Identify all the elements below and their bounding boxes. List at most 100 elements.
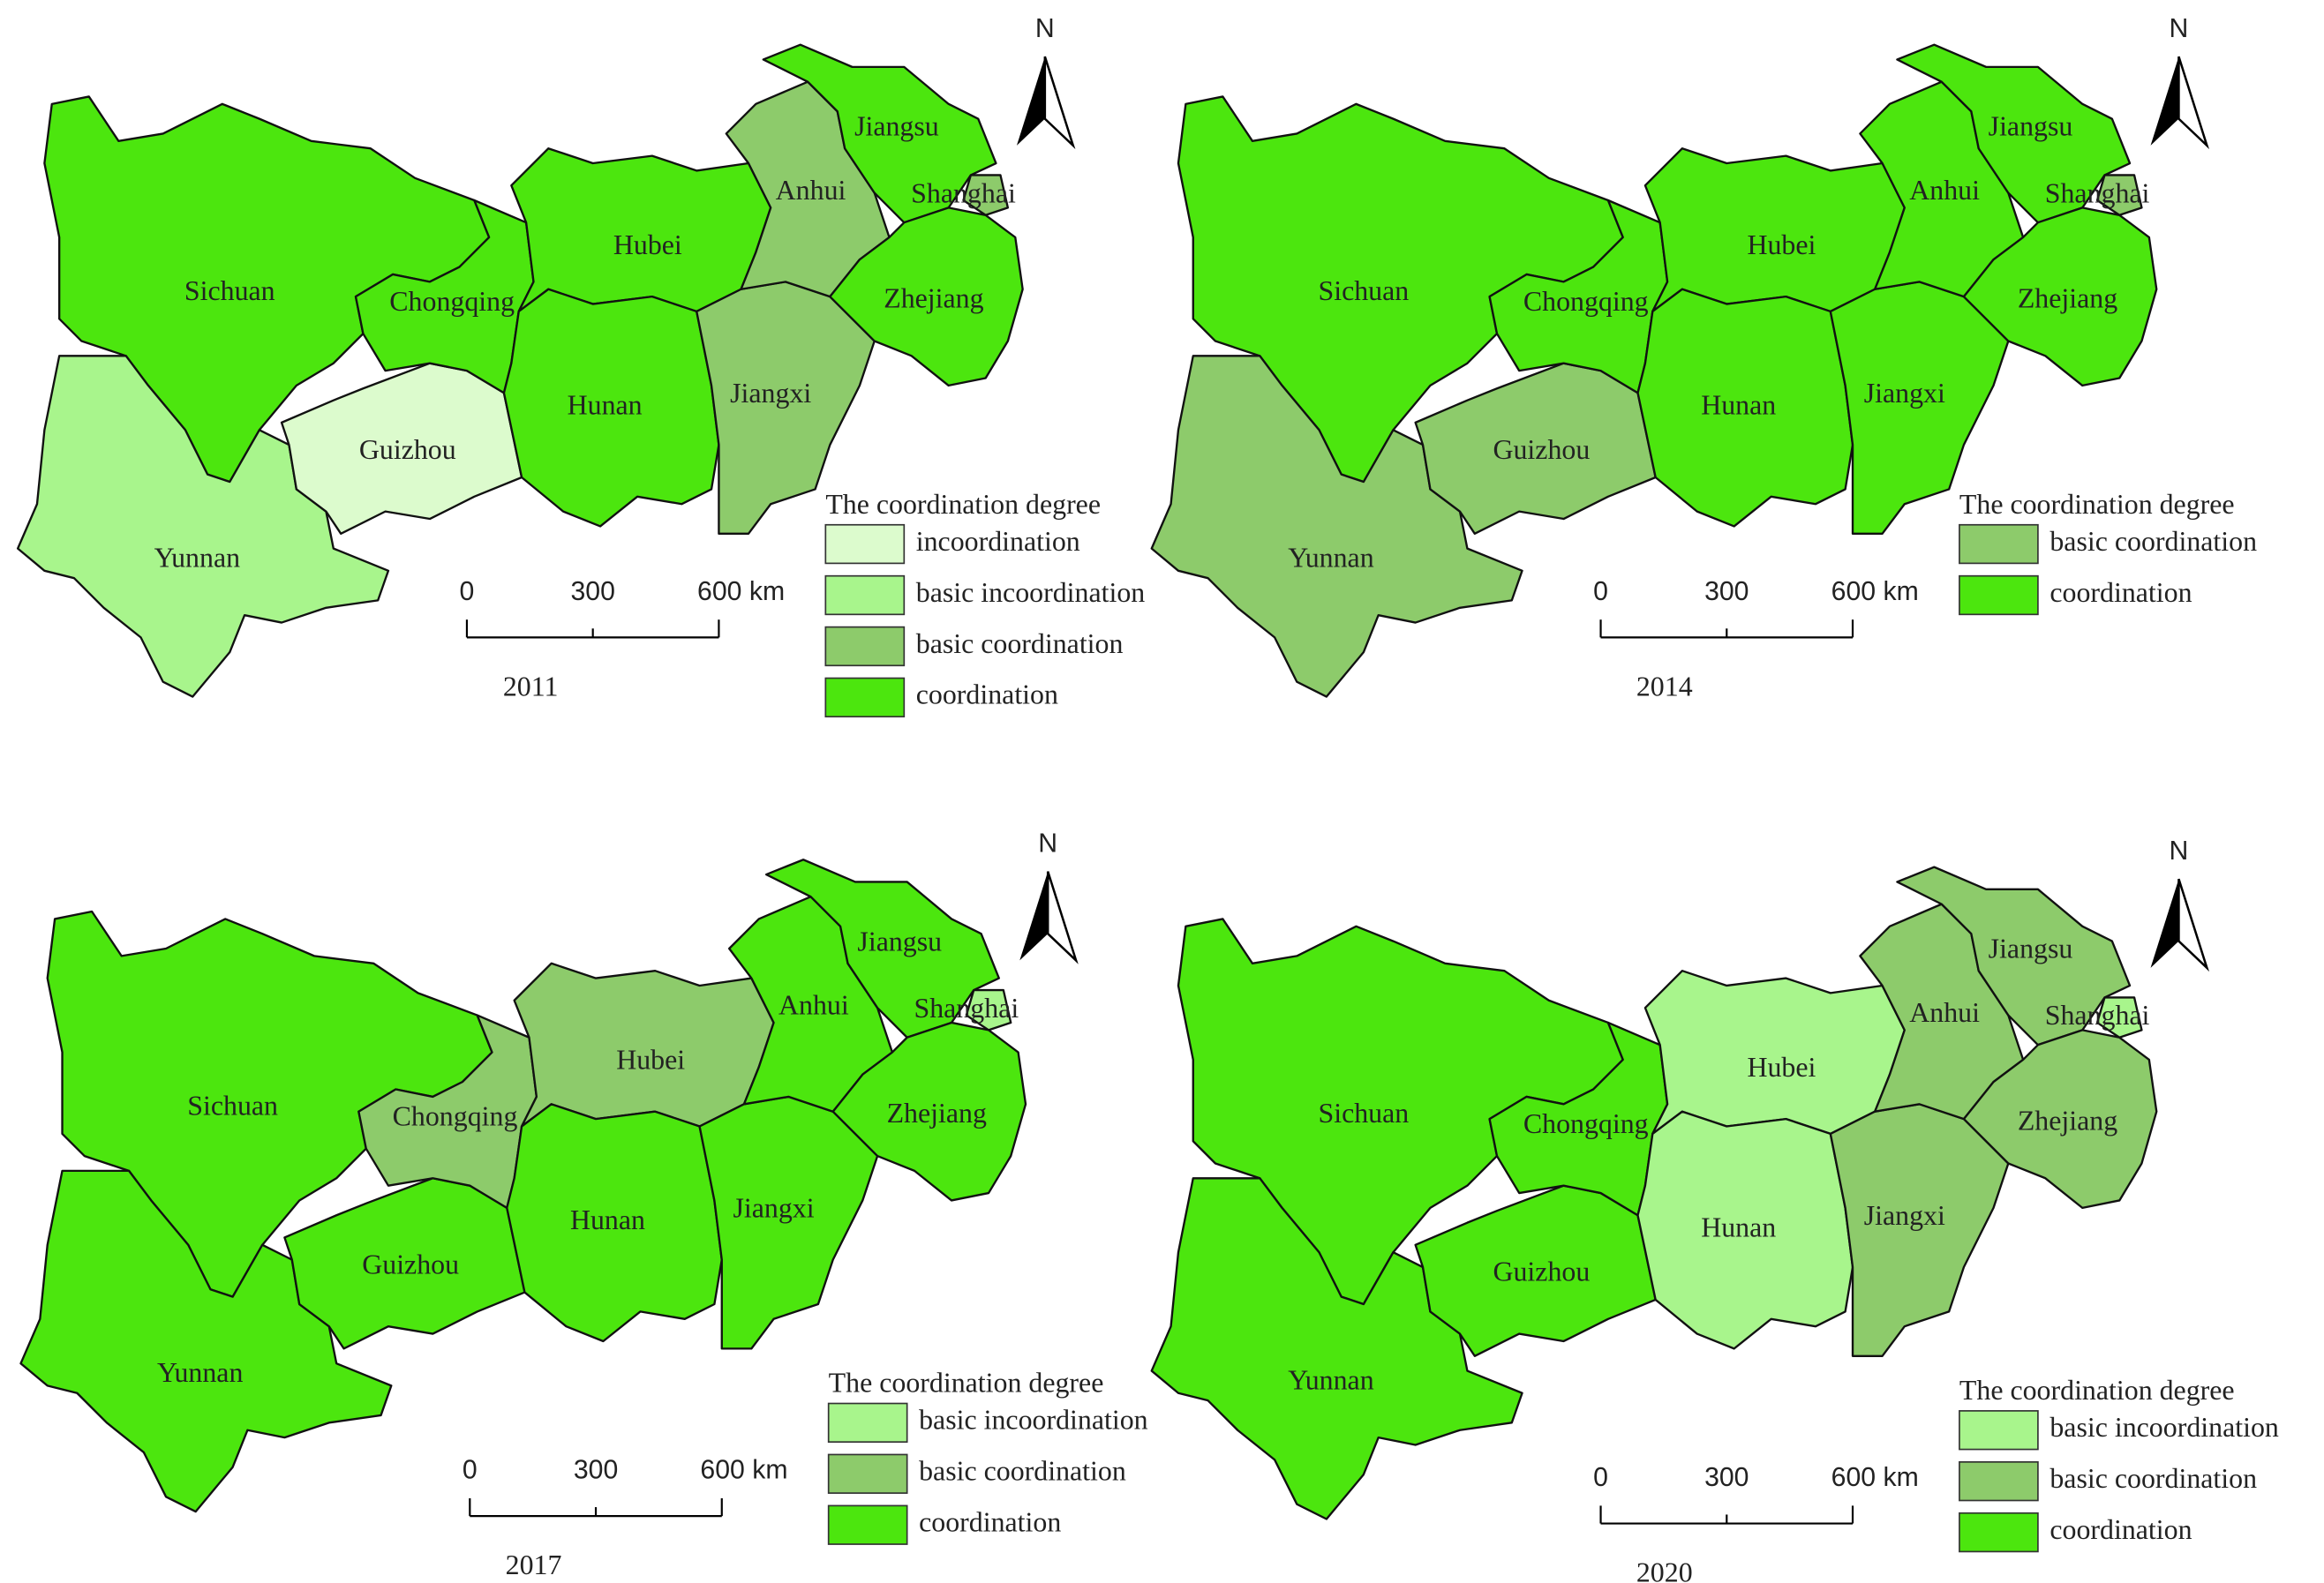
legend-swatch — [827, 1504, 908, 1545]
province-label: Zhejiang — [2018, 1105, 2117, 1136]
province-label: Shanghai — [914, 993, 1019, 1024]
province — [962, 174, 1010, 216]
legend-label: basic coordination — [2049, 1463, 2257, 1494]
north-arrow-left — [1016, 56, 1045, 146]
province — [1150, 1177, 1523, 1520]
province-label: Shanghai — [911, 177, 1016, 208]
province-label: Shanghai — [2045, 1000, 2150, 1031]
scale-label: 600 km — [700, 1456, 787, 1485]
legend-label: basic incoordination — [2049, 1412, 2279, 1443]
province-label: Hunan — [1701, 1212, 1776, 1242]
north-arrow-right — [2177, 878, 2210, 972]
legend-swatch — [1959, 574, 2039, 616]
province-label: Zhejiang — [887, 1098, 987, 1129]
province-label: Yunnan — [1288, 542, 1373, 573]
legend-label: basic coordination — [919, 1456, 1126, 1487]
legend-label: basic coordination — [2049, 526, 2257, 557]
province-label: Zhejiang — [884, 283, 983, 314]
province — [1962, 1029, 2158, 1210]
province-label: Sichuan — [1318, 1098, 1409, 1129]
province-label: Guizhou — [1493, 1257, 1590, 1287]
legend-swatch — [824, 574, 906, 616]
legend-label: incoordination — [916, 526, 1080, 557]
year-label: 2011 — [503, 671, 559, 701]
scale-label: 300 — [570, 577, 614, 606]
province — [831, 1021, 1027, 1202]
province-label: Jiangsu — [1989, 111, 2073, 142]
province — [829, 206, 1024, 387]
province-label: Chongqing — [393, 1100, 518, 1131]
map-panel: Sichuan Yunnan Guizhou Chongqing Hubei Hunan J… — [19, 829, 1148, 1580]
scale-label: 300 — [1704, 1463, 1749, 1492]
province — [506, 1103, 723, 1343]
north-label: N — [2170, 837, 2189, 866]
legend-swatch — [824, 677, 906, 718]
province — [2095, 174, 2143, 216]
province — [19, 1169, 393, 1513]
province-label: Jiangsu — [854, 111, 939, 142]
scale-label: 0 — [1593, 1463, 1608, 1492]
province-label: Yunnan — [1288, 1364, 1373, 1395]
north-arrow-left — [2150, 56, 2179, 146]
legend-label: basic incoordination — [916, 577, 1146, 608]
map-panel: Sichuan Yunnan Guizhou Chongqing Hubei Hunan J… — [16, 14, 1146, 718]
province-label: Hunan — [1701, 389, 1776, 420]
province-label: Guizhou — [1493, 434, 1590, 465]
province-label: Anhui — [776, 175, 846, 206]
legend-swatch — [1959, 523, 2039, 565]
legend-swatch — [824, 626, 906, 667]
province — [1962, 206, 2158, 387]
year-label: 2020 — [1636, 1557, 1693, 1583]
north-arrow-left — [1019, 871, 1049, 961]
province-label: Hunan — [568, 389, 643, 420]
legend-label: coordination — [916, 679, 1058, 710]
province-label: Chongqing — [1523, 1108, 1649, 1139]
province-label: Hunan — [570, 1204, 645, 1235]
province — [2095, 996, 2143, 1039]
legend-swatch — [1959, 1461, 2039, 1502]
province-label: Jiangsu — [857, 926, 942, 957]
map-panel: Sichuan Yunnan Guizhou Chongqing Hubei Hunan J… — [1150, 14, 2257, 701]
province-label: Yunnan — [157, 1357, 243, 1388]
province-label: Jiangxi — [1864, 378, 1945, 409]
legend-title: The coordination degree — [1959, 1375, 2235, 1406]
year-label: 2014 — [1636, 671, 1693, 701]
legend-label: coordination — [2049, 577, 2192, 608]
legend-title: The coordination degree — [825, 489, 1101, 520]
province-label: Anhui — [1909, 997, 1980, 1028]
scale-label: 0 — [463, 1456, 478, 1485]
province — [1636, 1110, 1854, 1350]
province-label: Chongqing — [389, 286, 515, 317]
scale-label: 600 km — [1831, 577, 1919, 606]
north-arrow-right — [2177, 56, 2210, 150]
legend-label: coordination — [2049, 1514, 2192, 1545]
north-arrow-left — [2150, 879, 2179, 968]
province-label: Sichuan — [187, 1091, 278, 1122]
legend-swatch — [827, 1453, 908, 1494]
legend-label: basic coordination — [916, 628, 1124, 659]
province — [16, 355, 390, 698]
province — [1636, 288, 1854, 528]
province — [502, 288, 720, 528]
province — [965, 988, 1012, 1032]
province-label: Sichuan — [184, 275, 275, 306]
north-label: N — [2170, 14, 2189, 43]
legend-swatch — [824, 523, 906, 565]
province-label: Hubei — [1747, 229, 1816, 260]
north-arrow-right — [1046, 871, 1079, 964]
province-label: Hubei — [616, 1045, 685, 1076]
province-label: Hubei — [613, 229, 682, 260]
legend-label: coordination — [919, 1507, 1061, 1538]
year-label: 2017 — [506, 1549, 562, 1580]
province-label: Zhejiang — [2018, 283, 2117, 314]
province-label: Jiangsu — [1989, 934, 2073, 964]
map-panel: Sichuan Yunnan Guizhou Chongqing Hubei Hunan J… — [1150, 837, 2279, 1583]
province-label: Jiangxi — [1864, 1200, 1945, 1231]
scale-label: 300 — [574, 1456, 618, 1485]
province-label: Anhui — [1909, 175, 1980, 206]
province-label: Guizhou — [362, 1249, 459, 1279]
province-label: Hubei — [1747, 1052, 1816, 1083]
legend-swatch — [1959, 1512, 2039, 1553]
